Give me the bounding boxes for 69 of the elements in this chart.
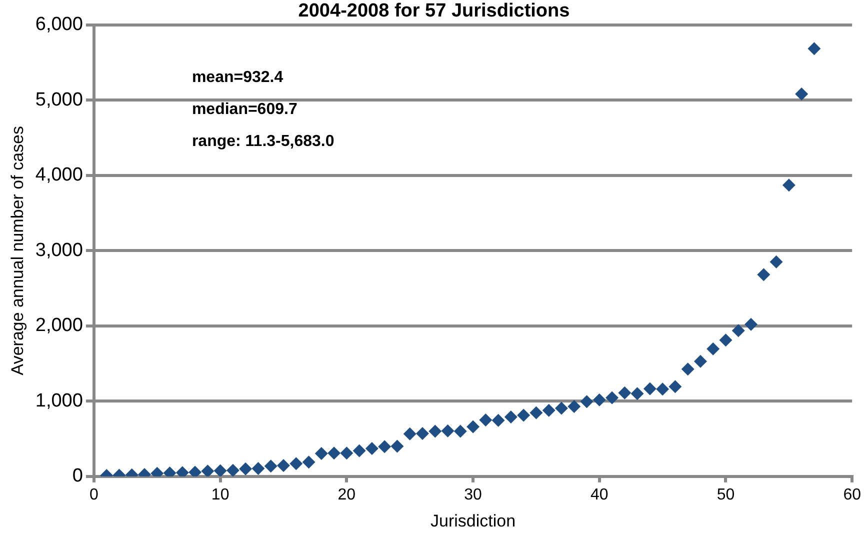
- point: [264, 460, 278, 473]
- point: [479, 413, 492, 426]
- point: [630, 387, 644, 400]
- chart-title: 2004-2008 for 57 Jurisdictions: [298, 0, 570, 22]
- point: [328, 446, 341, 460]
- point: [643, 382, 656, 396]
- y-tick-label: 2,000: [35, 315, 83, 336]
- point: [403, 427, 416, 440]
- point: [492, 414, 505, 427]
- point: [618, 386, 632, 400]
- point: [795, 88, 808, 101]
- point: [454, 424, 467, 438]
- point: [302, 456, 316, 469]
- point: [681, 362, 694, 376]
- point: [706, 342, 720, 356]
- y-tick-label: 0: [72, 466, 83, 487]
- point: [428, 424, 442, 438]
- point: [580, 395, 594, 408]
- point: [226, 464, 240, 476]
- point: [719, 334, 732, 347]
- point: [239, 462, 252, 476]
- point: [201, 464, 214, 476]
- point: [568, 400, 581, 414]
- point: [694, 354, 707, 368]
- point: [744, 318, 758, 331]
- point: [732, 324, 745, 338]
- point: [214, 464, 227, 476]
- point: [656, 382, 670, 396]
- y-tick-label: 6,000: [35, 14, 83, 36]
- point: [290, 457, 303, 470]
- x-tick-label: 40: [590, 486, 608, 504]
- point: [517, 408, 530, 422]
- point: [592, 393, 606, 406]
- point: [365, 442, 378, 456]
- x-tick-label: 10: [211, 486, 230, 504]
- annotation: mean=932.4: [192, 69, 284, 86]
- annotation: range: 11.3-5,683.0: [192, 133, 334, 150]
- point: [530, 406, 543, 420]
- point: [542, 404, 556, 417]
- point: [668, 380, 682, 394]
- point: [252, 462, 265, 475]
- y-axis-title: Average annual number of cases: [8, 126, 27, 376]
- x-tick-label: 20: [338, 486, 356, 504]
- point: [441, 424, 454, 438]
- x-axis-title: Jurisdiction: [430, 511, 516, 530]
- point: [606, 391, 619, 404]
- point: [276, 458, 290, 472]
- x-tick-label: 0: [89, 486, 98, 504]
- point: [378, 440, 392, 454]
- y-tick-label: 4,000: [35, 164, 83, 186]
- y-tick-label: 5,000: [35, 89, 83, 110]
- point: [504, 410, 518, 424]
- point: [390, 440, 404, 453]
- y-tick-label: 1,000: [35, 390, 83, 412]
- x-tick-label: 30: [464, 486, 482, 504]
- point: [757, 268, 770, 282]
- point: [466, 420, 480, 434]
- point: [782, 178, 796, 192]
- point: [808, 42, 821, 56]
- y-tick-label: 3,000: [35, 240, 83, 261]
- point: [314, 446, 328, 460]
- point: [416, 427, 429, 440]
- point: [554, 402, 568, 415]
- point: [352, 444, 366, 458]
- point: [340, 446, 354, 460]
- annotation: median=609.7: [192, 101, 298, 118]
- point: [770, 255, 783, 268]
- x-tick-label: 50: [716, 486, 735, 504]
- x-tick-label: 60: [843, 486, 862, 504]
